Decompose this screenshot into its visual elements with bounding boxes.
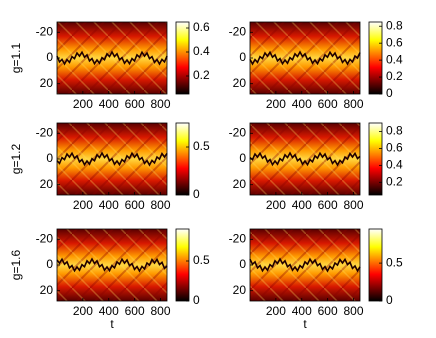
x-axis-label: t [303, 317, 307, 331]
x-tick-label: 400 [292, 304, 312, 318]
colorbar-tick-label: 0.4 [193, 44, 210, 58]
colorbar-tick-label: 0.6 [386, 35, 403, 49]
x-tick-label: 800 [344, 97, 364, 111]
colorbar-tick-label: 0.8 [386, 18, 403, 32]
x-tick-label: 600 [125, 304, 145, 318]
colorbar-tick-label: 0.6 [386, 141, 403, 155]
x-tick-label: 800 [151, 304, 171, 318]
colorbar-tick-label: 0.2 [193, 68, 210, 82]
x-tick-label: 400 [99, 304, 119, 318]
y-tick-label: 20 [40, 283, 54, 297]
x-tick-label: 200 [266, 97, 286, 111]
colorbar [175, 21, 190, 95]
colorbar-tick-label: 0.6 [193, 20, 210, 34]
x-tick-label: 800 [151, 198, 171, 212]
ridge [56, 50, 168, 66]
y-tick-label: -20 [36, 231, 54, 245]
y-tick-label: -20 [36, 125, 54, 139]
x-tick-label: 400 [99, 97, 119, 111]
colorbar-tick-label: 0 [193, 293, 200, 307]
x-tick-label: 600 [318, 198, 338, 212]
y-tick-label: 0 [46, 151, 53, 165]
x-tick-label: 400 [292, 198, 312, 212]
x-tick-label: 200 [73, 198, 93, 212]
x-tick-label: 600 [125, 198, 145, 212]
colorbar-tick-label: 0.5 [193, 253, 210, 267]
colorbar-tick-label: 0.5 [386, 255, 403, 269]
heatmap-texture [250, 123, 360, 195]
x-axis-label: t [110, 317, 114, 331]
colorbar-tick-label: 0.5 [193, 139, 210, 153]
colorbar-tick-label: 0.4 [386, 52, 403, 66]
x-tick-label: 200 [73, 304, 93, 318]
y-tick-label: 0 [46, 50, 53, 64]
x-tick-label: 200 [266, 198, 286, 212]
ridge [249, 257, 361, 273]
colorbar-tick-label: 0.2 [386, 69, 403, 83]
x-tick-label: 400 [292, 97, 312, 111]
x-tick-label: 600 [318, 97, 338, 111]
y-tick-label: 20 [233, 76, 247, 90]
ridge [249, 50, 361, 66]
y-tick-label: -20 [36, 24, 54, 38]
colorbar-tick-label: 0.4 [386, 158, 403, 172]
y-tick-label: 0 [239, 257, 246, 271]
y-tick-label: 0 [239, 151, 246, 165]
x-tick-label: 600 [125, 97, 145, 111]
colorbar [175, 228, 190, 302]
x-tick-label: 800 [344, 304, 364, 318]
x-tick-label: 200 [266, 304, 286, 318]
y-axis-label: g=1.2 [9, 143, 23, 174]
y-tick-label: 20 [40, 76, 54, 90]
ridge [249, 151, 361, 167]
colorbar-tick-label: 0.2 [386, 174, 403, 188]
y-tick-label: 0 [239, 50, 246, 64]
colorbar [368, 21, 383, 95]
y-tick-label: 20 [233, 283, 247, 297]
x-tick-label: 600 [318, 304, 338, 318]
colorbar [368, 122, 383, 196]
y-axis-label: g=1.6 [9, 249, 23, 280]
colorbar-tick-label: 0 [193, 187, 200, 201]
y-tick-label: 20 [40, 177, 54, 191]
ridge [56, 257, 168, 273]
colorbar [175, 122, 190, 196]
y-axis-label: g=1.1 [9, 42, 23, 73]
ridge [56, 151, 168, 167]
colorbar [368, 228, 383, 302]
y-tick-label: -20 [229, 24, 247, 38]
colorbar-tick-label: 0 [386, 86, 393, 100]
x-tick-label: 800 [344, 198, 364, 212]
x-tick-label: 800 [151, 97, 171, 111]
heatmap-texture [250, 229, 360, 301]
y-tick-label: -20 [229, 125, 247, 139]
x-tick-label: 200 [73, 97, 93, 111]
x-tick-label: 400 [99, 198, 119, 212]
y-tick-label: 0 [46, 257, 53, 271]
heatmap-texture [250, 22, 360, 94]
colorbar-tick-label: 0 [386, 293, 393, 307]
colorbar-tick-label: 0.8 [386, 124, 403, 138]
y-tick-label: 20 [233, 177, 247, 191]
y-tick-label: -20 [229, 231, 247, 245]
